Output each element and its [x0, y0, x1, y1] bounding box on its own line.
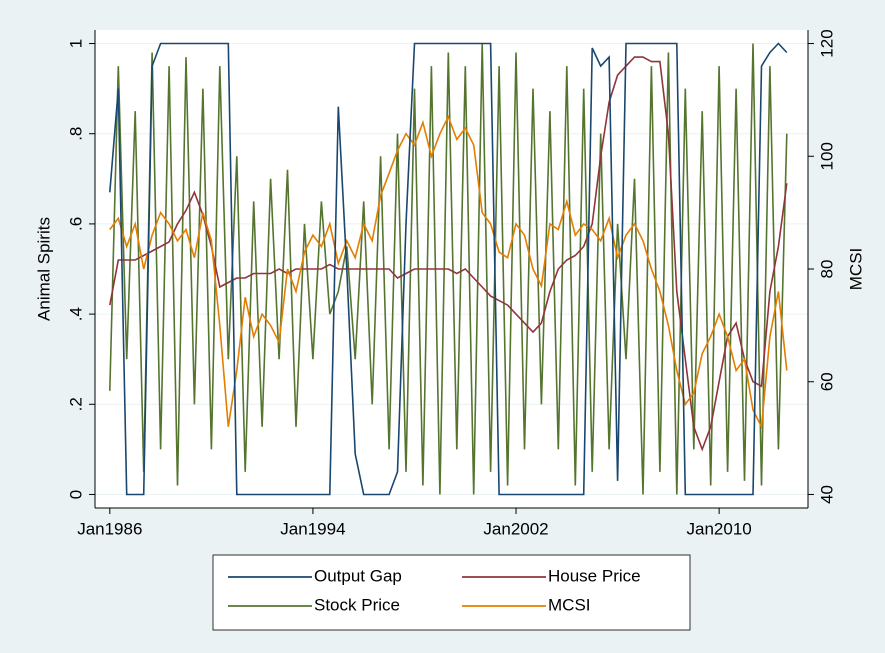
- y2-tick-label: 80: [817, 260, 836, 279]
- x-tick-label: Jan1986: [77, 519, 142, 538]
- series-line: [109, 43, 788, 495]
- y2-tick-label: 100: [817, 142, 836, 170]
- y2-tick-label: 120: [817, 29, 836, 57]
- legend-label: House Price: [548, 566, 641, 585]
- x-tick-label: Jan2002: [483, 519, 548, 538]
- y2-axis-title: MCSI: [846, 248, 865, 291]
- x-tick-label: Jan1994: [280, 519, 345, 538]
- y-tick-label: .8: [66, 127, 85, 141]
- series-line: [109, 56, 788, 452]
- y-tick-label: .2: [66, 397, 85, 411]
- y2-tick-label: 60: [817, 372, 836, 391]
- legend: [212, 554, 691, 631]
- y-tick-label: 0: [66, 490, 85, 499]
- y2-tick-label: 40: [817, 485, 836, 504]
- series-line: [109, 114, 788, 430]
- legend-label: MCSI: [548, 595, 591, 614]
- legend-label: Stock Price: [314, 595, 400, 614]
- legend-label: Output Gap: [314, 566, 402, 585]
- series-line: [109, 42, 788, 496]
- y-tick-label: .4: [66, 307, 85, 321]
- y-tick-label: 1: [66, 39, 85, 48]
- x-tick-label: Jan2010: [687, 519, 752, 538]
- y-tick-label: .6: [66, 217, 85, 231]
- y-axis-title: Animal Spirits: [34, 217, 53, 321]
